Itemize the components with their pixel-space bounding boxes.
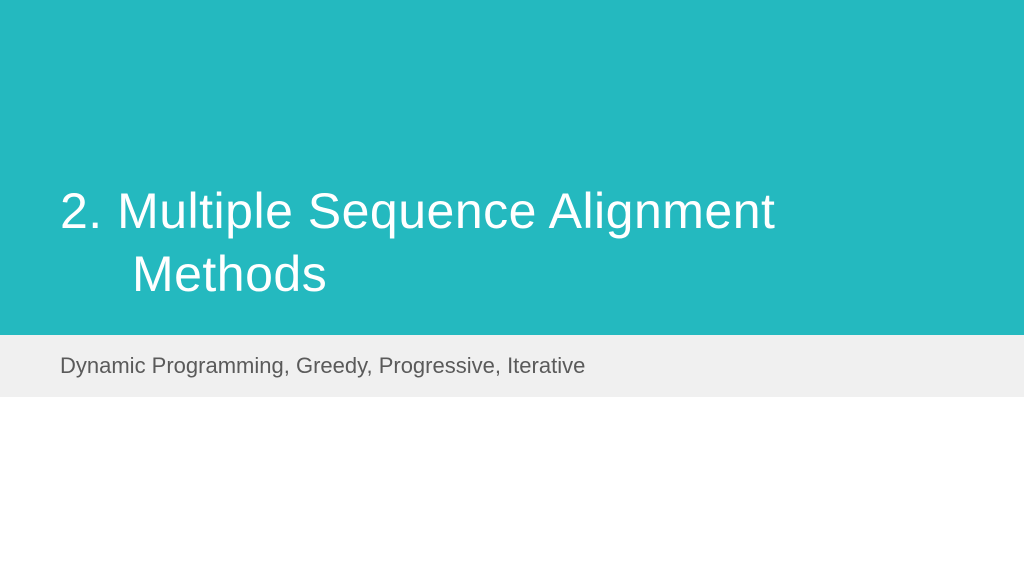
slide-body: [0, 397, 1024, 576]
slide-subtitle: Dynamic Programming, Greedy, Progressive…: [60, 353, 585, 379]
slide-title: 2. Multiple Sequence Alignment Methods: [60, 180, 775, 305]
title-band: 2. Multiple Sequence Alignment Methods: [0, 0, 1024, 335]
slide-container: 2. Multiple Sequence Alignment Methods D…: [0, 0, 1024, 576]
subtitle-band: Dynamic Programming, Greedy, Progressive…: [0, 335, 1024, 397]
